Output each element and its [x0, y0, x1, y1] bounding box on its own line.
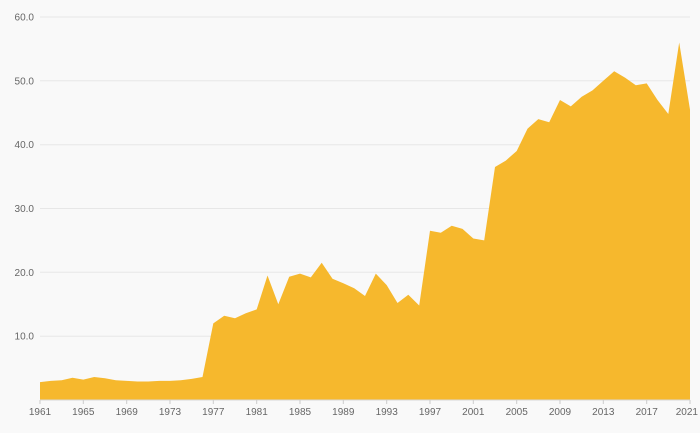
area-series [40, 42, 690, 400]
y-tick-label: 30.0 [15, 204, 35, 215]
x-tick-label: 2013 [592, 407, 615, 418]
x-tick-label: 2021 [676, 407, 699, 418]
y-tick-label: 50.0 [15, 76, 35, 87]
y-tick-label: 10.0 [15, 332, 35, 343]
x-tick-label: 1977 [202, 407, 225, 418]
x-tick-label: 2001 [462, 407, 485, 418]
x-tick-label: 1981 [246, 407, 269, 418]
y-tick-label: 20.0 [15, 268, 35, 279]
x-tick-label: 1989 [332, 407, 355, 418]
y-tick-label: 40.0 [15, 140, 35, 151]
x-tick-label: 2009 [549, 407, 572, 418]
x-tick-label: 1985 [289, 407, 312, 418]
x-tick-label: 1997 [419, 407, 442, 418]
x-axis-ticks [39, 400, 691, 404]
gridlines [40, 16, 690, 337]
x-tick-label: 1969 [116, 407, 139, 418]
x-tick-label: 1973 [159, 407, 182, 418]
x-tick-label: 1993 [376, 407, 399, 418]
x-tick-label: 1961 [29, 407, 52, 418]
y-tick-label: 60.0 [15, 13, 35, 24]
x-tick-label: 2005 [506, 407, 529, 418]
x-axis-labels: 1961 1965 1969 1973 1977 1981 1985 1989 1993 1997… [29, 407, 699, 418]
x-tick-label: 2017 [636, 407, 659, 418]
x-tick-label: 1965 [72, 407, 95, 418]
y-axis-labels: 10.0 20.0 30.0 40.0 50.0 60.0 [15, 13, 35, 343]
